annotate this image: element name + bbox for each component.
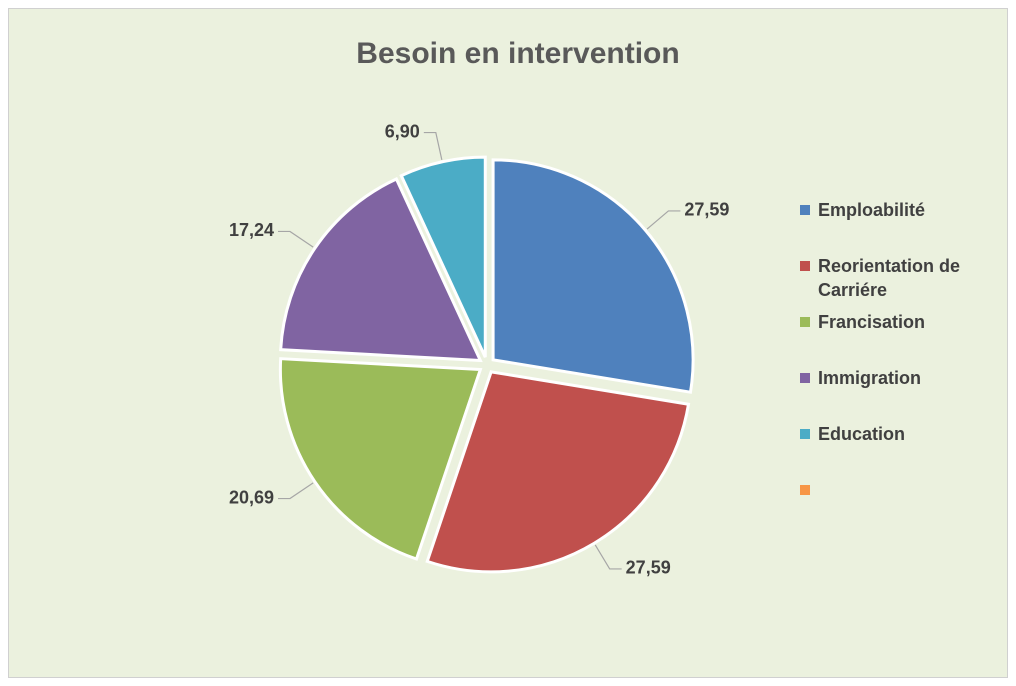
legend-swatch — [800, 373, 810, 383]
pie-slice — [425, 370, 691, 574]
leader-line — [646, 210, 681, 230]
data-label: 20,69 — [229, 487, 274, 507]
legend-label: Immigration — [818, 368, 922, 388]
pie-slice — [399, 155, 487, 358]
data-label: 17,24 — [229, 220, 274, 240]
legend-item: Immigration — [800, 366, 921, 390]
leader-line — [423, 131, 443, 161]
legend-item: Francisation — [800, 310, 925, 334]
pie-slice — [279, 177, 483, 363]
pie-slice — [278, 357, 483, 561]
legend-swatch — [800, 317, 810, 327]
legend-item — [800, 478, 818, 495]
data-label: 27,59 — [684, 200, 729, 220]
legend-label: Reorientation de Carriére — [818, 256, 961, 300]
legend-label: Francisation — [818, 312, 926, 332]
legend-swatch — [800, 485, 810, 495]
leader-line — [277, 482, 314, 500]
leader-line — [277, 230, 314, 248]
legend-swatch — [800, 261, 810, 271]
legend-label: Emploabilité — [818, 200, 926, 220]
data-label: 6,90 — [385, 121, 420, 141]
pie-slice — [491, 158, 695, 394]
legend-label: Education — [818, 424, 906, 444]
chart-title: Besoin en intervention — [356, 37, 679, 70]
legend-item: Reorientation de Carriére — [800, 254, 990, 302]
data-label: 27,59 — [626, 558, 671, 578]
legend-item: Emploabilité — [800, 198, 925, 222]
legend-swatch — [800, 205, 810, 215]
legend-swatch — [800, 429, 810, 439]
legend-item: Education — [800, 422, 905, 446]
leader-line — [594, 544, 622, 570]
